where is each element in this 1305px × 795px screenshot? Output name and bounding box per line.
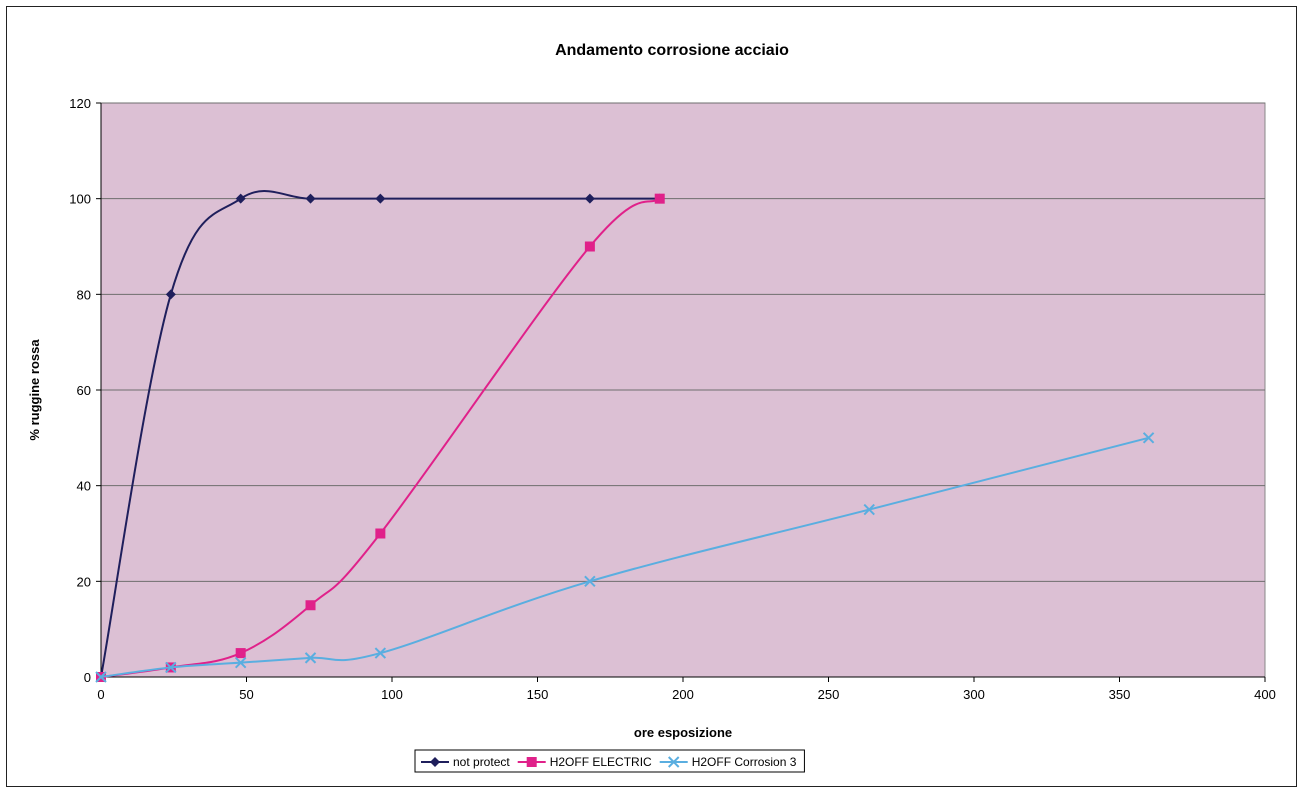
legend: not protect H2OFF ELECTRIC H2OFF Corrosion… [414,749,805,773]
chart-title: Andamento corrosione acciaio [555,42,789,59]
series-line [100,436,1149,678]
legend-marker [430,757,440,767]
y-tick-labels: 0 20 40 60 80 100 120 [69,96,91,685]
legend-label: H2OFF Corrosion 3 [692,755,797,769]
y-tick-label: 20 [77,574,91,589]
data-point [165,661,177,674]
data-point [584,241,595,252]
legend-item: not protect [421,755,510,769]
data-point [654,193,665,204]
y-tick-label: 0 [84,670,91,685]
x-tick-label: 250 [818,687,840,702]
series-layer [95,190,1155,683]
data-point [235,193,246,204]
series-3 [95,432,1155,683]
series-line [100,190,660,678]
data-point [1142,432,1155,444]
x-tick-label: 150 [527,687,549,702]
legend-marker [668,756,680,768]
data-point [165,289,176,300]
data-point [95,671,107,683]
legend-marker [526,757,537,767]
y-tick-label: 120 [69,96,91,111]
data-point [584,193,595,204]
legend-box [414,749,805,773]
data-point [375,193,386,204]
data-point [235,648,246,659]
y-tick-label: 80 [77,287,91,302]
data-point [863,503,875,516]
legend-item: H2OFF Corrosion 3 [659,755,797,769]
y-tick-label: 100 [69,192,91,207]
legend-label: not protect [453,755,510,769]
x-axis-title: ore esposizione [634,725,732,740]
x-tick-label: 400 [1254,687,1276,702]
chart-frame: Andamento corrosione acciaio 0 20 40 60 80 10… [6,6,1297,787]
data-point [584,575,596,588]
y-axis-title: % ruggine rossa [27,339,42,441]
x-tick-labels: 0 50 100 150 200 250 300 350 400 [97,687,1275,702]
y-tick-label: 60 [77,383,91,398]
gridlines [101,102,1265,582]
data-point [374,647,387,659]
y-tick-label: 40 [77,479,91,494]
legend-item: H2OFF ELECTRIC [517,755,652,769]
data-point [305,600,316,611]
x-tick-label: 350 [1109,687,1131,702]
x-tick-label: 300 [963,687,985,702]
x-tick-label: 100 [381,687,403,702]
data-point [234,656,247,669]
legend-label: H2OFF ELECTRIC [550,755,652,769]
data-point [304,652,317,664]
x-tick-label: 200 [672,687,694,702]
chart-svg: Andamento corrosione acciaio 0 20 40 60 80 10… [27,42,1276,773]
x-tick-label: 50 [239,687,253,702]
data-point [375,528,386,539]
x-tick-label: 0 [97,687,104,702]
data-point [305,193,316,204]
